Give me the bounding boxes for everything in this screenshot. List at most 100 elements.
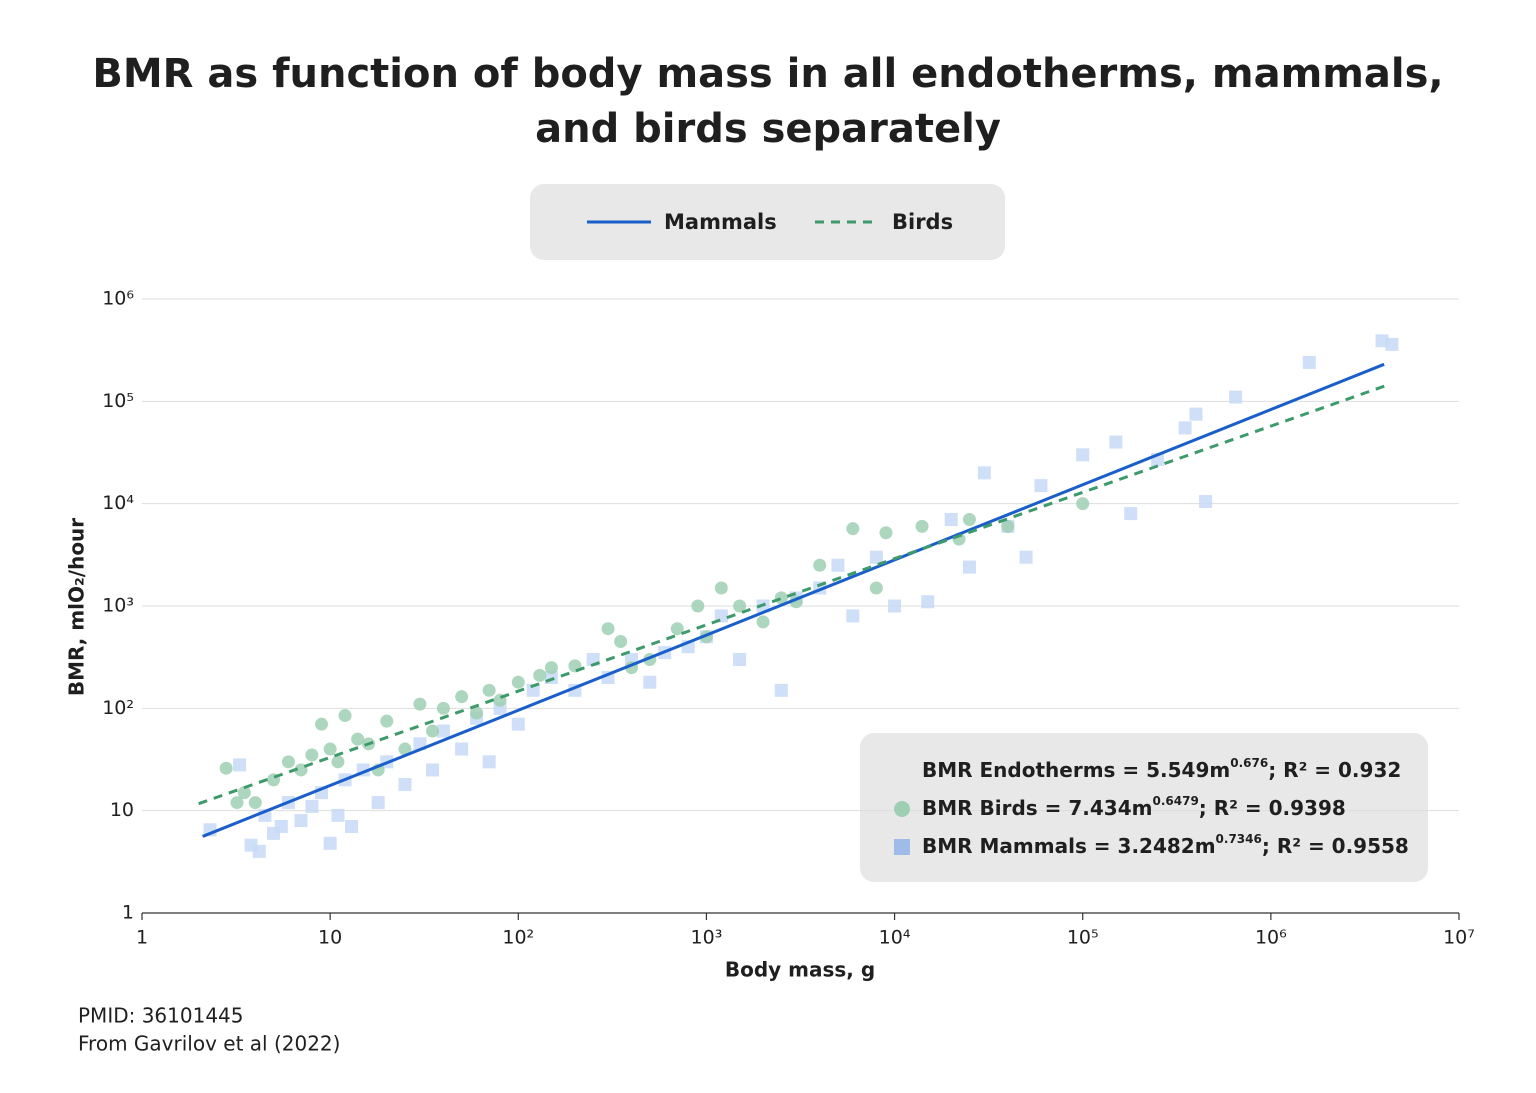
point bbox=[252, 844, 266, 858]
x-tick-label: 10⁴ bbox=[879, 927, 911, 949]
point bbox=[714, 581, 728, 595]
point bbox=[691, 599, 705, 613]
point bbox=[921, 595, 935, 609]
point bbox=[237, 786, 251, 800]
point bbox=[1189, 407, 1203, 421]
point bbox=[1076, 497, 1090, 511]
point bbox=[733, 599, 747, 613]
point bbox=[371, 796, 385, 810]
point bbox=[331, 808, 345, 822]
point bbox=[733, 653, 747, 667]
point bbox=[281, 755, 295, 769]
y-axis-label: BMR, mlO₂/hour bbox=[65, 518, 89, 696]
equation: BMR Mammals = 3.2482m0.7346; R² = 0.9558 bbox=[922, 832, 1409, 858]
point bbox=[1385, 337, 1399, 351]
point bbox=[219, 761, 233, 775]
point bbox=[879, 526, 893, 540]
equation: BMR Birds = 7.434m0.6479; R² = 0.9398 bbox=[922, 794, 1346, 820]
point bbox=[544, 661, 558, 675]
point bbox=[869, 581, 883, 595]
point bbox=[436, 724, 450, 738]
point bbox=[426, 763, 440, 777]
y-tick-label: 10⁴ bbox=[102, 492, 134, 514]
x-tick-label: 10⁵ bbox=[1067, 927, 1099, 949]
y-tick-label: 10² bbox=[102, 697, 134, 719]
point bbox=[323, 742, 337, 756]
point bbox=[398, 742, 412, 756]
point bbox=[426, 724, 440, 738]
point bbox=[315, 717, 329, 731]
point bbox=[482, 755, 496, 769]
point bbox=[643, 675, 657, 689]
equation-text: BMR Mammals = 3.2482m bbox=[922, 834, 1216, 858]
point bbox=[915, 519, 929, 533]
point bbox=[230, 796, 244, 810]
point bbox=[944, 513, 958, 527]
equation-text: BMR Endotherms = 5.549m bbox=[922, 758, 1230, 782]
point bbox=[1001, 519, 1015, 533]
point bbox=[345, 820, 359, 834]
point bbox=[714, 609, 728, 623]
point bbox=[482, 683, 496, 697]
point bbox=[888, 599, 902, 613]
point bbox=[1178, 421, 1192, 435]
point bbox=[274, 820, 288, 834]
chart-title: and birds separately bbox=[535, 106, 1001, 152]
point bbox=[614, 634, 628, 648]
legend-label: Birds bbox=[892, 210, 953, 234]
legend-box bbox=[530, 184, 1005, 260]
legend-marker bbox=[894, 801, 910, 817]
point bbox=[248, 796, 262, 810]
equation-text: BMR Birds = 7.434m bbox=[922, 796, 1152, 820]
point bbox=[331, 755, 345, 769]
point bbox=[233, 758, 247, 772]
y-tick-label: 10 bbox=[110, 799, 134, 821]
point bbox=[1034, 479, 1048, 493]
annotation-box bbox=[860, 733, 1428, 882]
point bbox=[1375, 334, 1389, 348]
x-tick-label: 10 bbox=[318, 927, 342, 949]
point bbox=[1199, 494, 1213, 508]
point bbox=[831, 558, 845, 572]
x-tick-label: 1 bbox=[136, 927, 148, 949]
point bbox=[305, 748, 319, 762]
point bbox=[1302, 355, 1316, 369]
point bbox=[1076, 448, 1090, 462]
source-note: PMID: 36101445 bbox=[78, 1004, 244, 1028]
equation-text: ; R² = 0.932 bbox=[1268, 758, 1401, 782]
point bbox=[338, 709, 352, 723]
legend-marker bbox=[894, 839, 910, 855]
point bbox=[869, 550, 883, 564]
point bbox=[511, 675, 525, 689]
fit-line bbox=[198, 383, 1389, 806]
point bbox=[1109, 435, 1123, 449]
equation: BMR Endotherms = 5.549m0.676; R² = 0.932 bbox=[922, 756, 1401, 782]
point bbox=[774, 683, 788, 697]
point bbox=[511, 717, 525, 731]
point bbox=[323, 836, 337, 850]
y-tick-label: 10⁶ bbox=[102, 288, 134, 310]
point bbox=[455, 690, 469, 704]
y-tick-label: 10³ bbox=[102, 595, 134, 617]
point bbox=[962, 513, 976, 527]
point bbox=[756, 615, 770, 629]
point bbox=[455, 742, 469, 756]
equation-exponent: 0.6479 bbox=[1152, 794, 1198, 808]
x-axis-label: Body mass, g bbox=[725, 958, 875, 982]
equation-exponent: 0.7346 bbox=[1216, 832, 1262, 846]
point bbox=[1124, 507, 1138, 521]
point bbox=[436, 701, 450, 715]
point bbox=[305, 799, 319, 813]
point bbox=[1019, 550, 1033, 564]
x-tick-label: 10⁷ bbox=[1443, 927, 1475, 949]
fit-line bbox=[202, 362, 1385, 838]
point bbox=[846, 609, 860, 623]
equation-text: ; R² = 0.9398 bbox=[1199, 796, 1346, 820]
y-tick-label: 10⁵ bbox=[102, 390, 134, 412]
y-tick-label: 1 bbox=[122, 902, 134, 924]
point bbox=[1229, 390, 1243, 404]
point bbox=[533, 668, 547, 682]
point bbox=[526, 683, 540, 697]
point bbox=[413, 697, 427, 711]
